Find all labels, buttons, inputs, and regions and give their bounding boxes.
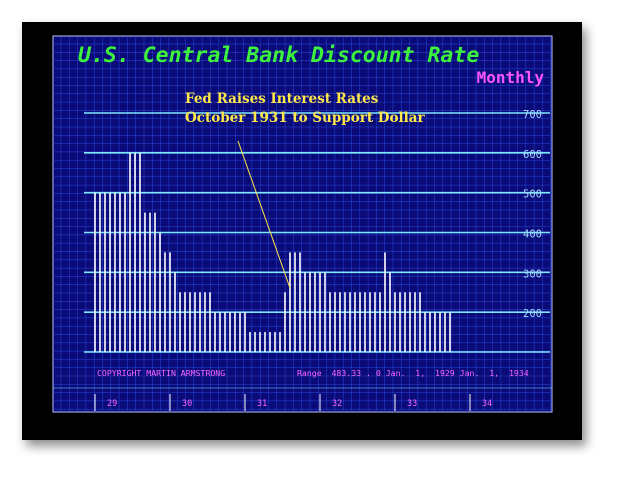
x-tick-label: 34 <box>482 399 492 409</box>
y-tick-label: 300 <box>523 268 542 280</box>
y-tick-label: 200 <box>523 308 542 320</box>
minor-grid <box>53 36 552 412</box>
y-tick-label: 600 <box>523 149 542 161</box>
x-tick-label: 33 <box>407 399 417 409</box>
annotation-line-1: Fed Raises Interest Rates <box>185 91 379 107</box>
y-tick-labels: 200 300 400 500 600 700 <box>523 109 542 320</box>
bar-series <box>94 152 451 352</box>
chart-title: U.S. Central Bank Discount Rate <box>78 43 479 68</box>
x-tick-label: 30 <box>182 399 192 409</box>
x-tick-label: 29 <box>107 399 117 409</box>
x-tick-labels: 29 30 31 32 33 34 <box>107 399 492 409</box>
major-grid <box>84 112 550 353</box>
x-tick-marks <box>94 394 471 411</box>
discount-rate-chart: 200 300 400 500 600 700 U.S. Central Bank Dis… <box>52 35 553 413</box>
plot-background <box>52 35 553 413</box>
annotation-arrow <box>237 140 291 289</box>
copyright-label: COPYRIGHT MARTIN ARMSTRONG <box>97 368 225 378</box>
chart-subtitle: Monthly <box>477 68 545 87</box>
annotation-line-2: October 1931 to Support Dollar <box>185 110 425 126</box>
x-tick-label: 32 <box>332 399 342 409</box>
y-tick-label: 700 <box>523 109 542 121</box>
chart-frame: 200 300 400 500 600 700 U.S. Central Bank Dis… <box>22 22 582 440</box>
y-tick-label: 500 <box>523 189 542 201</box>
x-tick-label: 31 <box>257 399 267 409</box>
range-label: Range 483.33 . 0 Jan. 1, 1929 Jan. 1, 19… <box>297 368 529 378</box>
y-tick-label: 400 <box>523 229 542 241</box>
